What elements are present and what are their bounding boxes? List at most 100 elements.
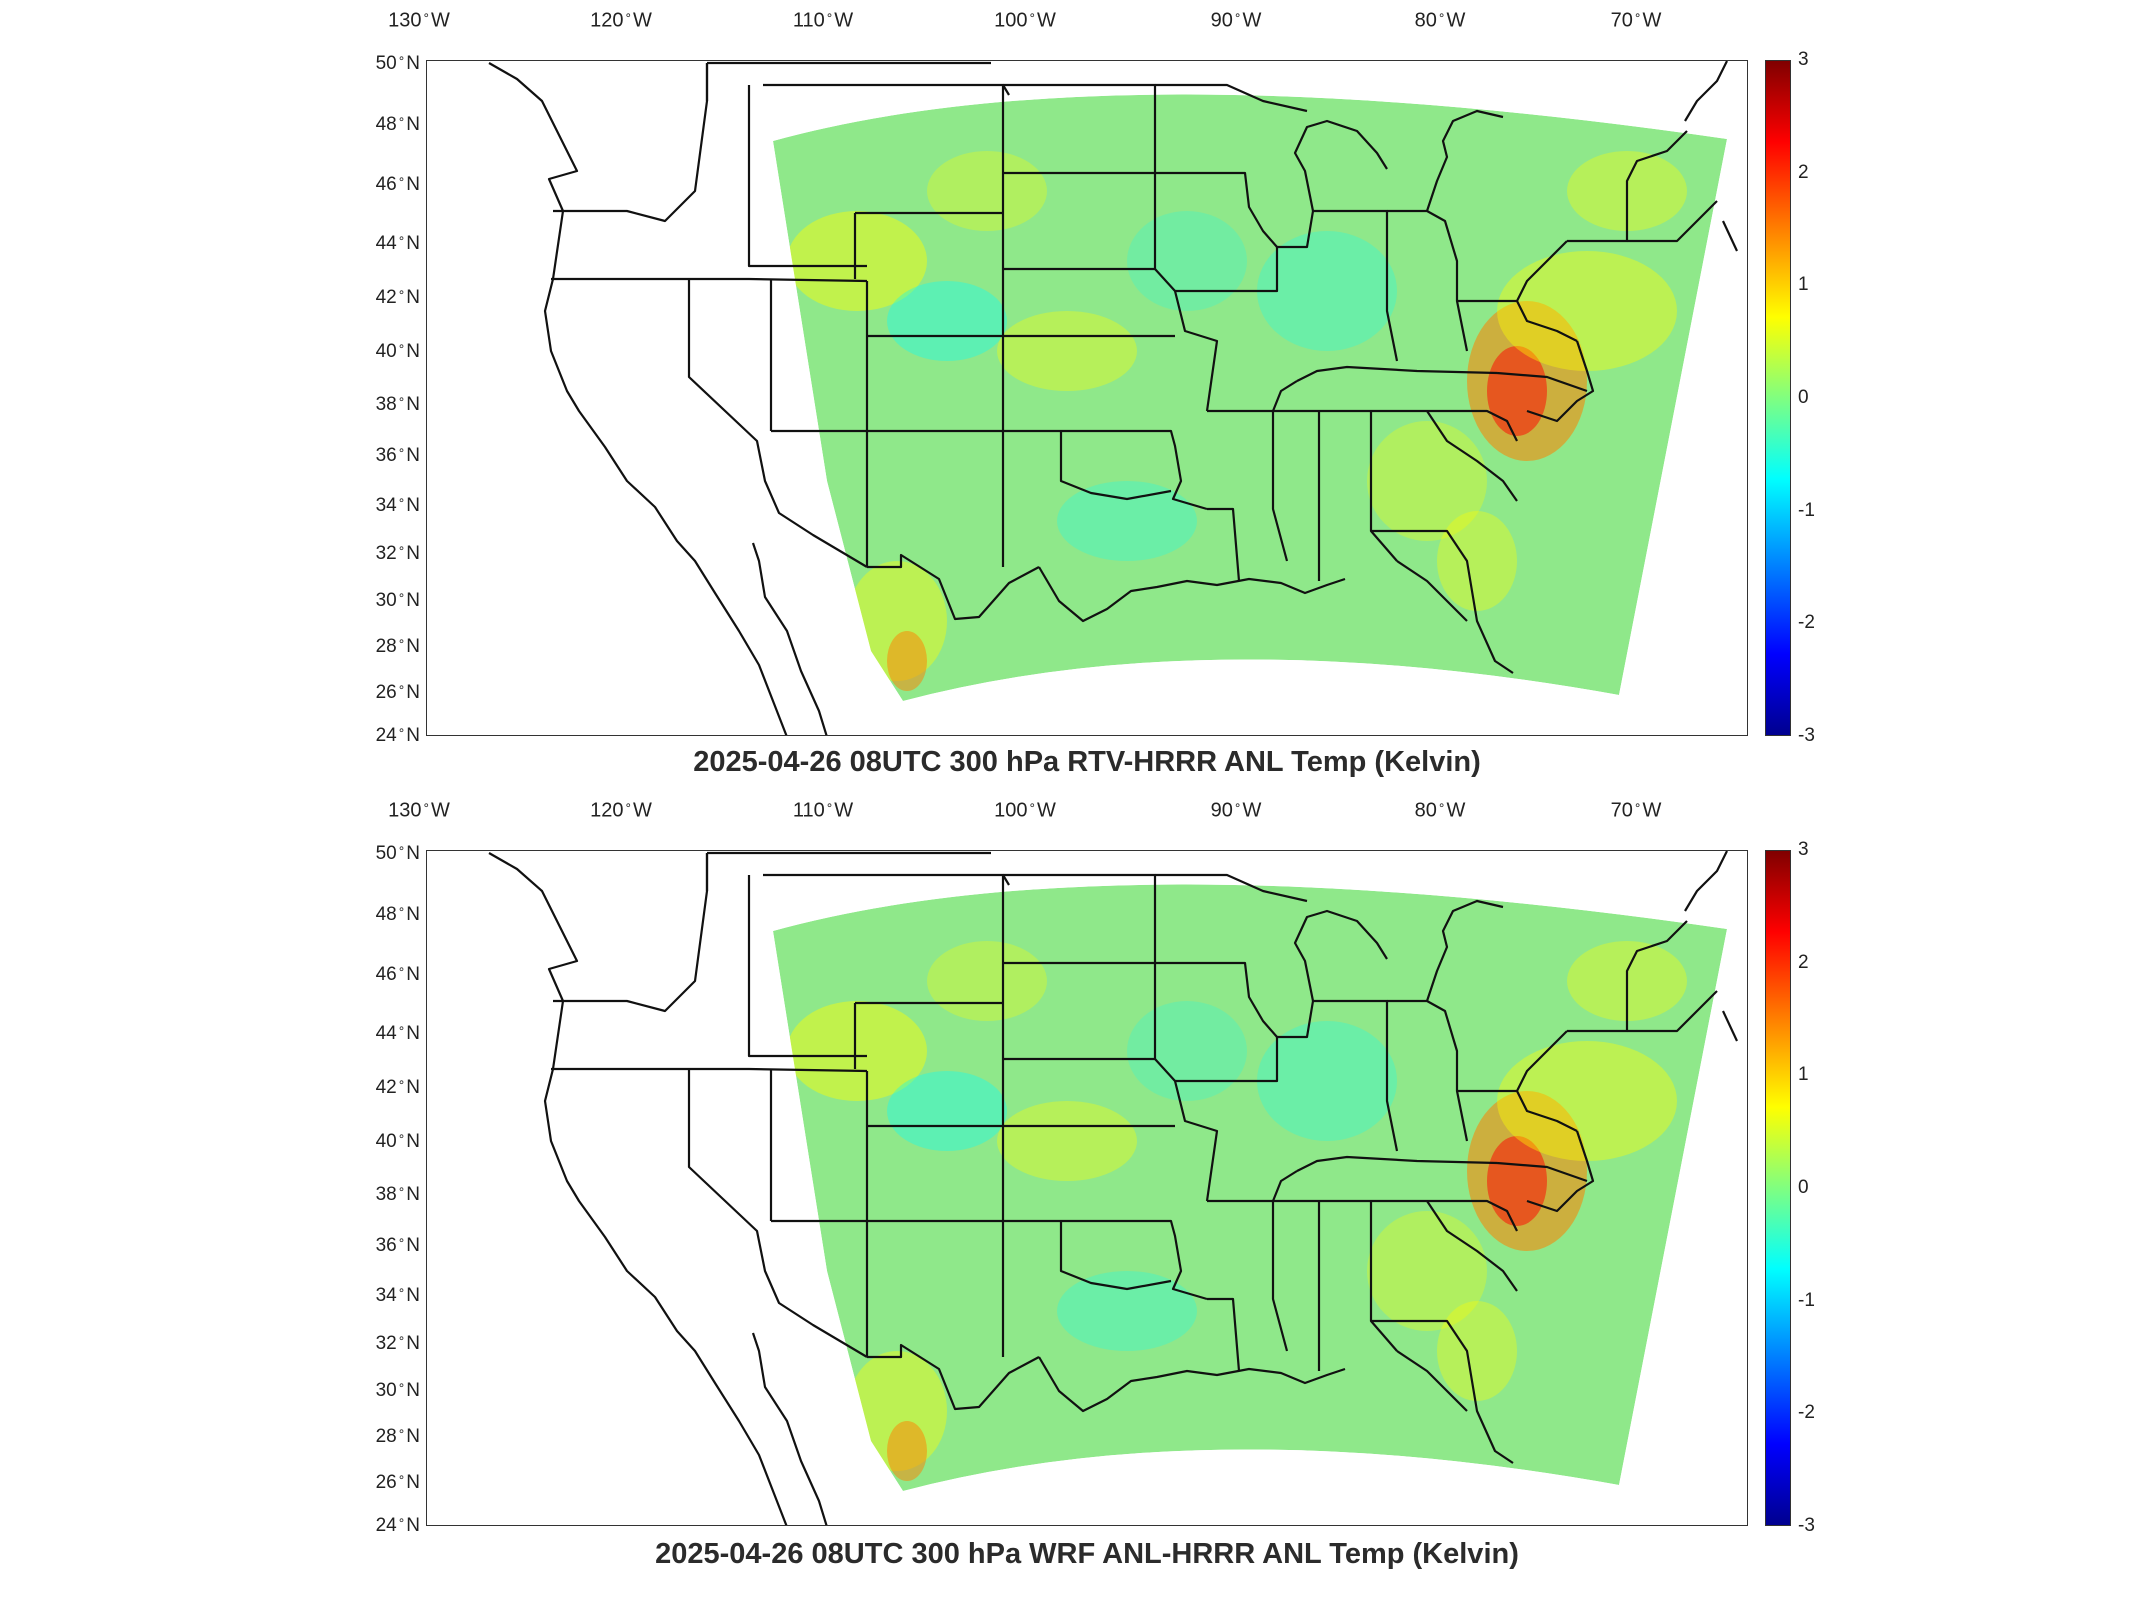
boundary-line xyxy=(1425,899,1504,1002)
state-boundaries xyxy=(488,851,1738,1525)
boundary-line xyxy=(1387,999,1469,1142)
boundary-line xyxy=(1038,566,1346,623)
boundary-line xyxy=(1277,119,1388,249)
anomaly-region xyxy=(887,1421,927,1481)
panel-title: 2025-04-26 08UTC 300 hPa WRF ANL-HRRR AN… xyxy=(655,1538,1519,1570)
boundary-line xyxy=(1496,371,1588,393)
boundary-line xyxy=(687,279,868,568)
boundary-line xyxy=(1271,411,1289,562)
anomaly-region xyxy=(1367,421,1487,541)
longitude-label: 100∘W xyxy=(994,8,1056,32)
boundary-line xyxy=(551,277,868,283)
boundary-line xyxy=(1155,171,1278,248)
map-frame xyxy=(426,60,1748,736)
longitude-label: 80∘W xyxy=(1414,798,1466,822)
boundary-line xyxy=(1516,240,1568,302)
map-frame xyxy=(426,850,1748,1526)
latitude-labels: 50∘N 48∘N 46∘N 44∘N 42∘N 40∘N 38∘N 36∘N 34∘N 32∘N… xyxy=(330,0,420,790)
boundary-line xyxy=(751,542,828,735)
panel-title: 2025-04-26 08UTC 300 hPa RTV-HRRR ANL Te… xyxy=(693,746,1481,778)
boundary-line xyxy=(1003,83,1157,175)
colorbar-tick-label: -3 xyxy=(1798,725,1815,746)
boundary-line xyxy=(1273,409,1518,442)
colorbar-tick-label: 2 xyxy=(1798,951,1809,973)
anomaly-region xyxy=(1497,251,1677,371)
boundary-line xyxy=(1296,1155,1498,1172)
latitude-label: 28∘N xyxy=(375,633,420,658)
boundary-line xyxy=(1371,1319,1514,1464)
latitude-label: 42∘N xyxy=(375,284,420,309)
colorbar-ticks: 3 2 1 0 -1 -2 -3 xyxy=(1798,49,1838,746)
boundary-line xyxy=(1271,1201,1289,1352)
colorbar xyxy=(1765,850,1791,1526)
latitude-label: 34∘N xyxy=(375,492,420,517)
latitude-label: 36∘N xyxy=(375,442,420,467)
latitude-label: 48∘N xyxy=(375,111,420,136)
boundary-line xyxy=(488,852,788,1525)
longitude-label: 130∘W xyxy=(388,8,450,32)
latitude-labels: 50∘N 48∘N 46∘N 44∘N 42∘N 40∘N 38∘N 36∘N 34∘N 32∘N… xyxy=(330,790,420,1580)
longitude-label: 120∘W xyxy=(590,798,652,822)
latitude-label: 26∘N xyxy=(375,1469,420,1494)
anomaly-region xyxy=(1057,481,1197,561)
boundary-line xyxy=(1296,365,1498,382)
boundary-line xyxy=(1684,61,1728,122)
colorbar-tick-label: -2 xyxy=(1798,1402,1815,1424)
boundary-line xyxy=(1207,1297,1241,1372)
boundary-line xyxy=(1396,560,1468,622)
boundary-line xyxy=(1175,1037,1279,1083)
anomaly-region xyxy=(1257,231,1397,351)
boundary-line xyxy=(1155,961,1278,1038)
longitude-label: 110∘W xyxy=(792,8,854,32)
anomaly-region xyxy=(1437,511,1517,611)
latitude-label: 44∘N xyxy=(375,1020,420,1045)
anomaly-region xyxy=(1057,1271,1197,1351)
boundary-line xyxy=(1154,1058,1219,1202)
anomaly-region xyxy=(997,1101,1137,1181)
latitude-label: 40∘N xyxy=(375,338,420,363)
map-svg xyxy=(488,851,1738,1525)
latitude-label: 34∘N xyxy=(375,1282,420,1307)
anomaly-region xyxy=(787,1001,927,1101)
boundary-line xyxy=(1684,851,1728,912)
longitude-label: 70∘W xyxy=(1610,798,1662,822)
boundary-line xyxy=(1207,380,1298,413)
latitude-label: 30∘N xyxy=(375,587,420,612)
longitude-label: 90∘W xyxy=(1210,8,1262,32)
boundary-line xyxy=(687,1069,868,1358)
latitude-label: 40∘N xyxy=(375,1128,420,1153)
colorbar-tick-label: 2 xyxy=(1798,161,1809,183)
longitude-label: 70∘W xyxy=(1610,8,1662,32)
boundary-line xyxy=(1567,920,1688,1033)
colorbar-tick-label: -3 xyxy=(1798,1515,1815,1536)
longitude-labels: 130∘W 120∘W 110∘W 100∘W 90∘W 80∘W 70∘W xyxy=(0,8,2133,38)
latitude-label: 42∘N xyxy=(375,1074,420,1099)
latitude-label: 48∘N xyxy=(375,901,420,926)
boundary-line xyxy=(1313,209,1399,362)
anomaly-region xyxy=(1497,1041,1677,1161)
field-base xyxy=(773,884,1727,1491)
temperature-field xyxy=(773,884,1727,1491)
colorbar-ticks: 3 2 1 0 -1 -2 -3 xyxy=(1798,839,1838,1536)
boundary-line xyxy=(1038,1356,1346,1413)
colorbar-tick-label: 1 xyxy=(1798,1064,1809,1086)
boundary-line xyxy=(751,1332,828,1525)
boundary-line xyxy=(747,85,867,268)
boundary-line xyxy=(867,1343,1040,1411)
latitude-label: 50∘N xyxy=(375,840,420,865)
latitude-label: 46∘N xyxy=(375,961,420,986)
anomaly-region xyxy=(927,941,1047,1021)
latitude-label: 24∘N xyxy=(375,1512,420,1537)
colorbar-tick-label: -2 xyxy=(1798,612,1815,634)
anomaly-region xyxy=(1437,1301,1517,1401)
boundary-line xyxy=(1722,220,1738,252)
boundary-line xyxy=(1059,1221,1172,1291)
colorbar-tick-label: -1 xyxy=(1798,499,1815,521)
latitude-label: 38∘N xyxy=(375,1181,420,1206)
anomaly-region xyxy=(887,1071,1007,1151)
longitude-label: 80∘W xyxy=(1414,8,1466,32)
boundary-line xyxy=(1155,873,1308,903)
boundary-line xyxy=(1371,529,1514,674)
anomaly-region xyxy=(1367,1211,1487,1331)
latitude-label: 28∘N xyxy=(375,1423,420,1448)
